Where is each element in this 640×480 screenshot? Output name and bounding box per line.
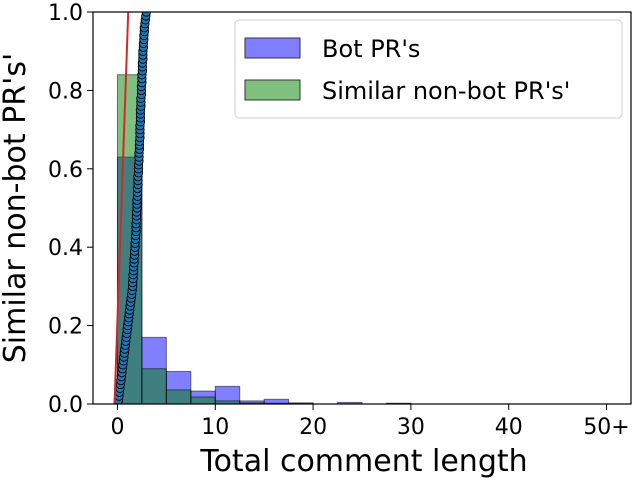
legend: Bot PR's Similar non-bot PR's' [234,19,623,119]
x-axis-label: Total comment length [199,444,527,479]
plot-frame [92,11,632,405]
scatter-point-100 [141,12,151,17]
x-tick-label-3: 30 [397,415,425,440]
fit-line [113,12,130,404]
legend-swatch-non-bot [244,79,301,101]
x-tick-label-4: 40 [495,415,523,440]
x-tick-label-1: 10 [201,415,229,440]
y-tick-label-3: 0.6 [48,158,83,183]
y-tick-label-2: 0.4 [48,236,83,261]
bar-non-bot-2 [165,389,192,404]
bar-non-bot-1 [141,368,167,404]
x-tick-label-2: 20 [299,415,327,440]
legend-label-non-bot: Similar non-bot PR's' [322,77,570,105]
bar-bot-8 [337,401,363,404]
bar-non-bot-3 [190,396,216,404]
y-tick-label-0: 0.0 [48,393,83,418]
legend-swatch-bot [244,37,301,59]
bars-layer [116,74,412,404]
y-axis-label: Similar non-bot PR's' [0,53,33,364]
y-tick-label-1: 0.2 [48,315,83,340]
x-axis-ticks: 0 10 20 30 40 50+ [110,404,630,440]
overlay-layer [113,12,151,404]
x-tick-label-0: 0 [110,415,124,440]
legend-label-bot: Bot PR's [322,35,420,63]
legend-box [234,19,623,119]
y-axis-ticks: 0.0 0.2 0.4 0.6 0.8 1.0 [48,1,93,418]
y-tick-label-5: 1.0 [48,1,83,26]
x-tick-label-5: 50+ [583,415,629,440]
y-tick-label-4: 0.8 [48,79,83,104]
